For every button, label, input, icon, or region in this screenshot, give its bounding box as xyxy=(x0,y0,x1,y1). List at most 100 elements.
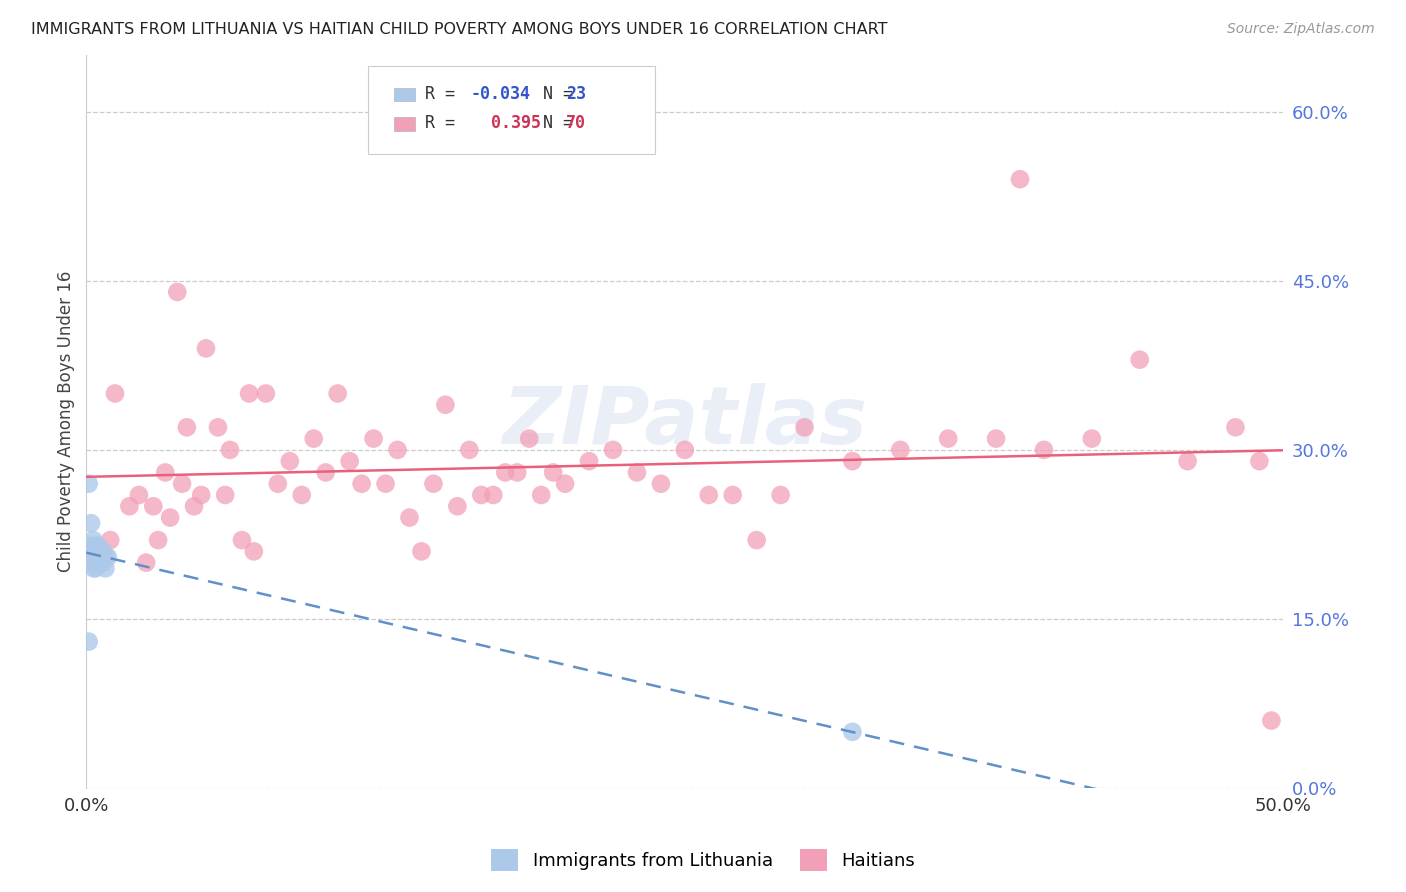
Point xyxy=(841,724,863,739)
Point xyxy=(135,556,157,570)
Point xyxy=(94,561,117,575)
Point xyxy=(374,476,396,491)
Point xyxy=(1225,420,1247,434)
Point xyxy=(118,500,141,514)
Point xyxy=(554,476,576,491)
Point xyxy=(387,442,409,457)
Point xyxy=(793,420,815,434)
Point xyxy=(1081,432,1104,446)
Point xyxy=(84,539,107,553)
Point xyxy=(82,556,104,570)
Point xyxy=(517,432,540,446)
Point xyxy=(411,544,433,558)
Point xyxy=(1260,714,1282,728)
Point xyxy=(219,442,242,457)
Point xyxy=(84,549,107,564)
Text: R =: R = xyxy=(425,85,465,103)
Point xyxy=(146,533,169,547)
Text: N =: N = xyxy=(523,114,583,132)
Point xyxy=(90,549,112,564)
Point xyxy=(267,476,290,491)
Text: 0.395: 0.395 xyxy=(471,114,540,132)
Point xyxy=(80,516,103,531)
Point xyxy=(278,454,301,468)
Point xyxy=(87,544,110,558)
Text: ZIPatlas: ZIPatlas xyxy=(502,383,868,460)
Point xyxy=(1032,442,1054,457)
Text: N =: N = xyxy=(523,85,583,103)
Point xyxy=(142,500,165,514)
Legend: Immigrants from Lithuania, Haitians: Immigrants from Lithuania, Haitians xyxy=(484,842,922,879)
Point xyxy=(90,556,112,570)
Point xyxy=(155,466,177,480)
Point xyxy=(315,466,337,480)
Point xyxy=(363,432,385,446)
Point xyxy=(1249,454,1271,468)
Point xyxy=(128,488,150,502)
Text: IMMIGRANTS FROM LITHUANIA VS HAITIAN CHILD POVERTY AMONG BOYS UNDER 16 CORRELATI: IMMIGRANTS FROM LITHUANIA VS HAITIAN CHI… xyxy=(31,22,887,37)
Point xyxy=(398,510,420,524)
Point xyxy=(84,544,107,558)
Point xyxy=(243,544,266,558)
Point xyxy=(422,476,444,491)
Point xyxy=(170,476,193,491)
Point xyxy=(530,488,553,502)
Point xyxy=(494,466,516,480)
Text: -0.034: -0.034 xyxy=(471,85,530,103)
Text: 23: 23 xyxy=(567,85,586,103)
Point xyxy=(190,488,212,502)
Point xyxy=(1008,172,1031,186)
Point xyxy=(80,539,103,553)
Point xyxy=(98,533,121,547)
Point xyxy=(841,454,863,468)
Point xyxy=(1177,454,1199,468)
Point xyxy=(159,510,181,524)
Point xyxy=(434,398,457,412)
Point xyxy=(214,488,236,502)
Point xyxy=(82,561,104,575)
Point xyxy=(176,420,198,434)
Point xyxy=(446,500,468,514)
Point xyxy=(82,544,104,558)
Point xyxy=(697,488,720,502)
Point xyxy=(673,442,696,457)
Point xyxy=(183,500,205,514)
Point xyxy=(541,466,564,480)
FancyBboxPatch shape xyxy=(394,88,416,102)
Point xyxy=(458,442,481,457)
Point xyxy=(87,539,110,553)
Point xyxy=(195,342,218,356)
Point xyxy=(984,432,1007,446)
Point xyxy=(91,556,114,570)
Point xyxy=(506,466,529,480)
Point xyxy=(482,488,505,502)
Point xyxy=(1129,352,1152,367)
Point xyxy=(97,549,120,564)
Point xyxy=(91,544,114,558)
Text: R =: R = xyxy=(425,114,465,132)
Point xyxy=(470,488,492,502)
Point xyxy=(745,533,768,547)
Point xyxy=(650,476,672,491)
Point xyxy=(302,432,325,446)
Point xyxy=(77,634,100,648)
Point xyxy=(339,454,361,468)
Point xyxy=(82,544,104,558)
FancyBboxPatch shape xyxy=(367,66,655,154)
Point xyxy=(104,386,127,401)
Point xyxy=(326,386,349,401)
Point xyxy=(82,533,104,547)
Point xyxy=(889,442,911,457)
Point xyxy=(94,549,117,564)
Point xyxy=(254,386,277,401)
Point xyxy=(291,488,314,502)
Point xyxy=(721,488,744,502)
Point xyxy=(207,420,229,434)
Point xyxy=(769,488,792,502)
Y-axis label: Child Poverty Among Boys Under 16: Child Poverty Among Boys Under 16 xyxy=(58,271,75,573)
Point xyxy=(166,285,188,299)
Point xyxy=(578,454,600,468)
Text: 70: 70 xyxy=(567,114,586,132)
Point xyxy=(87,556,110,570)
Point xyxy=(602,442,624,457)
